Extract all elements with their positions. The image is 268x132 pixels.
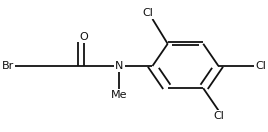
Text: Cl: Cl (142, 8, 153, 18)
Text: N: N (115, 61, 124, 71)
Text: Br: Br (2, 61, 14, 71)
Text: Cl: Cl (255, 61, 266, 71)
Text: Me: Me (111, 90, 128, 100)
Text: Cl: Cl (213, 111, 224, 121)
Text: O: O (80, 32, 88, 42)
